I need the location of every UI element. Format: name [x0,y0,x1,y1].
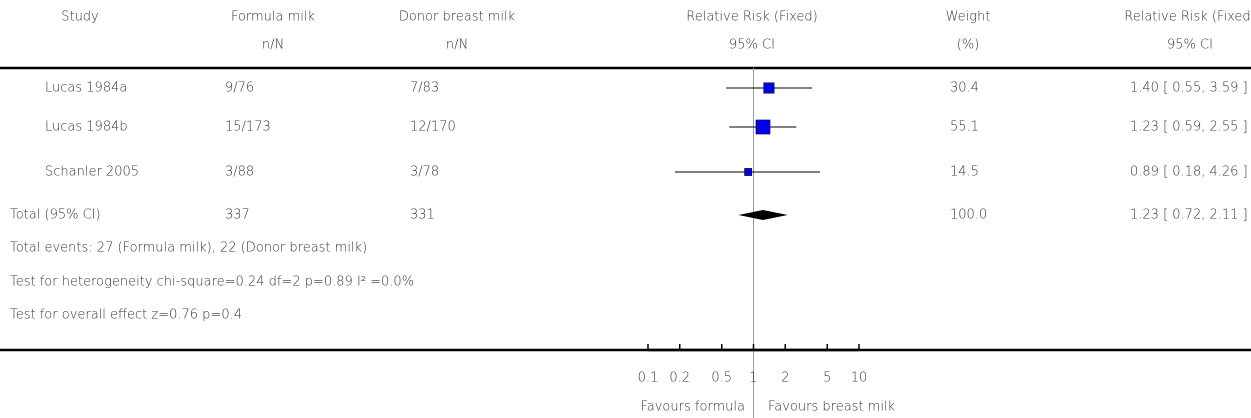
x-label-left: Favours formula [640,400,745,415]
note: Test for overall effect z=0.76 p=0.4 [10,308,242,323]
formula-count: 15/173 [225,120,271,135]
ci-label: 1.40 [ 0.55, 3.59 ] [1130,81,1248,96]
effect-box [755,119,771,135]
x-tick-label: 10 [851,371,868,386]
header: Relative Risk (Fixed) [1124,10,1251,25]
ci-label: 0.89 [ 0.18, 4.26 ] [1130,165,1248,180]
weight: 30.4 [950,81,979,96]
formula-count: 9/76 [225,81,254,96]
header: Donor breast milk [399,10,516,25]
subheader: n/N [262,38,284,53]
donor-count: 12/170 [410,120,456,135]
donor-count: 3/78 [410,165,439,180]
x-tick-label: 2 [781,371,789,386]
note: Total events: 27 (Formula milk), 22 (Don… [10,241,367,256]
formula-count: 3/88 [225,165,254,180]
x-tick-label: 0.5 [711,371,732,386]
weight: 55.1 [950,120,979,135]
note: Test for heterogeneity chi-square=0.24 d… [10,275,414,290]
total-label: Total (95% CI) [10,208,101,223]
donor-count: 7/83 [410,81,439,96]
total-ci: 1.23 [ 0.72, 2.11 ] [1130,208,1248,223]
x-tick-label: 1 [749,371,757,386]
x-label-right: Favours breast milk [768,400,896,415]
study-name: Lucas 1984b [45,120,128,135]
x-tick-label: 5 [823,371,831,386]
subheader: (%) [957,38,980,53]
header: Weight [946,10,991,25]
subheader: 95% CI [1167,38,1213,53]
total-weight: 100.0 [950,208,987,223]
effect-box [744,168,753,176]
ci-label: 1.23 [ 0.59, 2.55 ] [1130,120,1248,135]
x-tick-label: 0.1 [638,371,659,386]
effect-box [763,82,775,94]
study-name: Schanler 2005 [45,165,139,180]
total-diamond [738,210,788,220]
header: Relative Risk (Fixed) [686,10,817,25]
weight: 14.5 [950,165,979,180]
subheader: n/N [446,38,468,53]
x-tick-label: 0.2 [669,371,690,386]
total-formula: 337 [225,208,250,223]
subheader: 95% CI [729,38,775,53]
header: Formula milk [231,10,316,25]
study-name: Lucas 1984a [45,81,127,96]
total-donor: 331 [410,208,435,223]
header: Study [61,10,99,25]
